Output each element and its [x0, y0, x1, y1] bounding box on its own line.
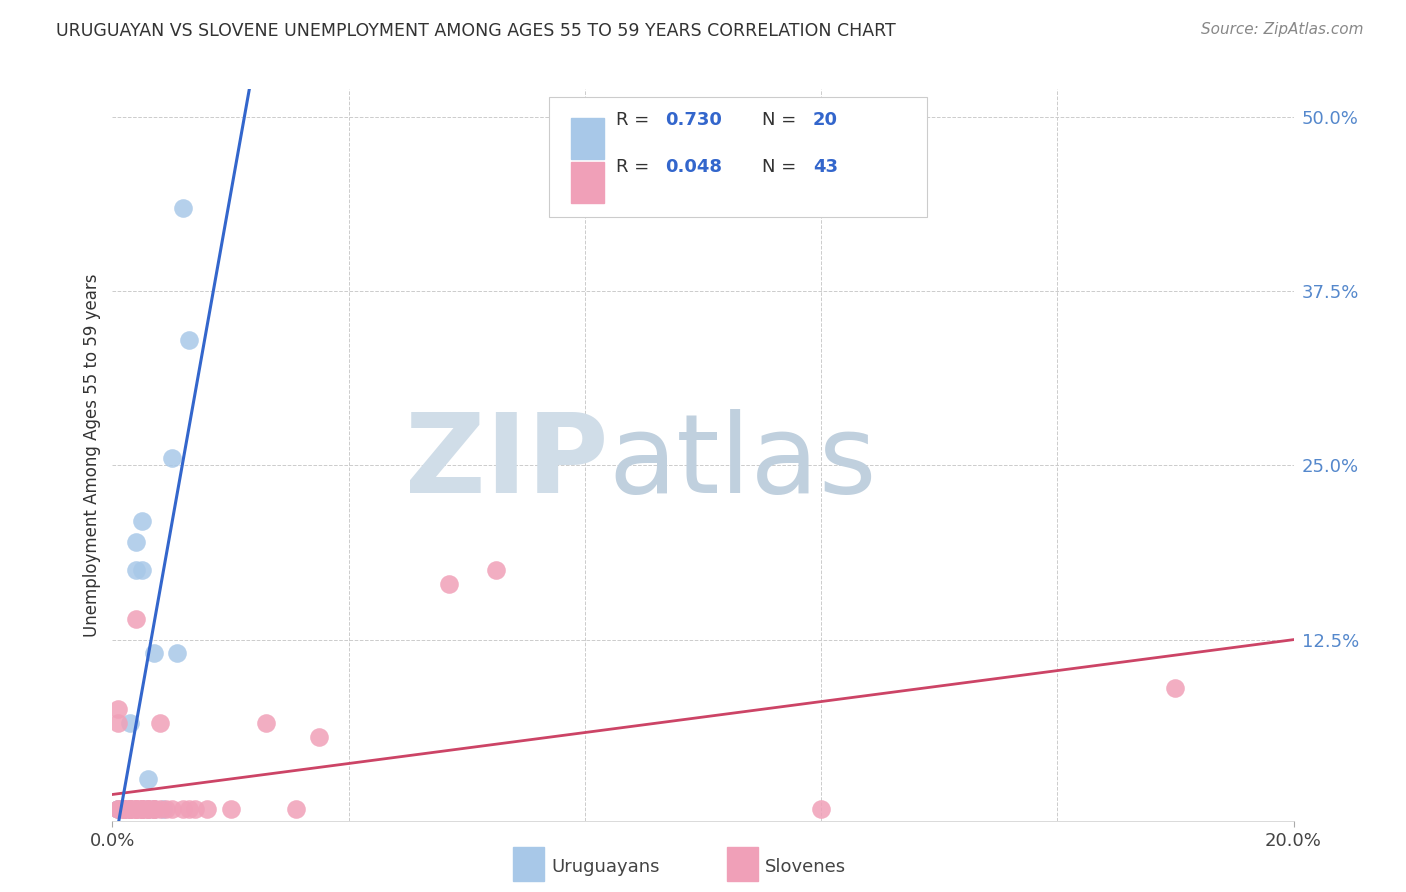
- Point: [125, 803, 148, 817]
- Point: [107, 803, 129, 817]
- Point: [131, 803, 153, 817]
- Point: [131, 803, 153, 817]
- Point: [136, 803, 159, 817]
- Point: [112, 803, 135, 817]
- Point: [136, 803, 159, 817]
- Text: 43: 43: [813, 159, 838, 177]
- Point: [136, 772, 159, 786]
- Point: [160, 451, 183, 466]
- Point: [179, 803, 201, 817]
- Text: ZIP: ZIP: [405, 409, 609, 516]
- Point: [107, 803, 129, 817]
- Text: URUGUAYAN VS SLOVENE UNEMPLOYMENT AMONG AGES 55 TO 59 YEARS CORRELATION CHART: URUGUAYAN VS SLOVENE UNEMPLOYMENT AMONG …: [56, 22, 896, 40]
- FancyBboxPatch shape: [550, 96, 928, 218]
- Text: 0.048: 0.048: [665, 159, 723, 177]
- Text: atlas: atlas: [609, 409, 877, 516]
- Point: [120, 716, 142, 731]
- Point: [131, 803, 153, 817]
- Text: R =: R =: [616, 111, 655, 129]
- Point: [166, 647, 188, 661]
- Point: [120, 803, 142, 817]
- Point: [107, 803, 129, 817]
- Point: [120, 803, 142, 817]
- Text: 0.730: 0.730: [665, 111, 723, 129]
- Point: [179, 333, 201, 347]
- Point: [112, 803, 135, 817]
- Point: [142, 803, 165, 817]
- Point: [172, 201, 194, 215]
- Point: [142, 803, 165, 817]
- Point: [136, 803, 159, 817]
- Point: [1164, 681, 1187, 696]
- Point: [142, 803, 165, 817]
- Point: [112, 803, 135, 817]
- Point: [160, 803, 183, 817]
- Point: [184, 803, 207, 817]
- Point: [810, 803, 832, 817]
- Point: [125, 803, 148, 817]
- Point: [112, 803, 135, 817]
- Point: [485, 563, 508, 577]
- Point: [136, 803, 159, 817]
- Point: [254, 716, 277, 731]
- Text: R =: R =: [616, 159, 655, 177]
- Point: [120, 803, 142, 817]
- Point: [172, 803, 194, 817]
- Point: [195, 803, 218, 817]
- Text: 20: 20: [813, 111, 838, 129]
- Y-axis label: Unemployment Among Ages 55 to 59 years: Unemployment Among Ages 55 to 59 years: [83, 273, 101, 637]
- Point: [112, 803, 135, 817]
- Point: [308, 730, 330, 744]
- Bar: [571, 162, 603, 202]
- Point: [120, 803, 142, 817]
- Point: [125, 803, 148, 817]
- Point: [125, 803, 148, 817]
- Point: [284, 803, 307, 817]
- Point: [149, 716, 172, 731]
- Text: N =: N =: [762, 111, 801, 129]
- Point: [107, 803, 129, 817]
- Bar: [571, 119, 603, 159]
- Text: Slovenes: Slovenes: [765, 858, 846, 876]
- Point: [142, 647, 165, 661]
- Point: [107, 702, 129, 716]
- Point: [155, 803, 177, 817]
- Point: [125, 563, 148, 577]
- Point: [125, 535, 148, 549]
- Point: [131, 803, 153, 817]
- Point: [131, 803, 153, 817]
- Point: [142, 803, 165, 817]
- Point: [120, 803, 142, 817]
- Point: [131, 514, 153, 528]
- Point: [125, 612, 148, 626]
- Point: [219, 803, 242, 817]
- Point: [131, 563, 153, 577]
- Text: Source: ZipAtlas.com: Source: ZipAtlas.com: [1201, 22, 1364, 37]
- Point: [437, 576, 460, 591]
- Text: Uruguayans: Uruguayans: [551, 858, 659, 876]
- Text: N =: N =: [762, 159, 801, 177]
- Point: [112, 803, 135, 817]
- Point: [149, 803, 172, 817]
- Point: [152, 803, 174, 817]
- Point: [107, 716, 129, 731]
